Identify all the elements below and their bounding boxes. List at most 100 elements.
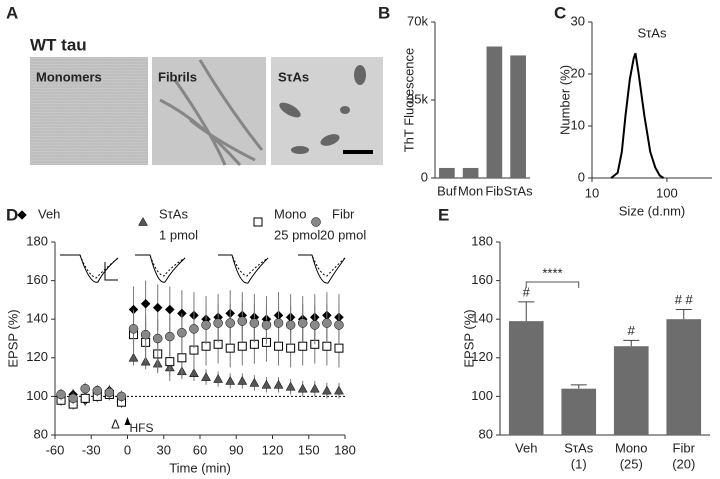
x-tick-sublabel: (1) — [571, 456, 587, 471]
marker — [140, 298, 151, 309]
x-tick-sublabel: (25) — [620, 456, 643, 471]
fibrils — [159, 59, 264, 166]
marker — [128, 324, 139, 334]
marker — [213, 318, 223, 328]
bar — [561, 388, 597, 435]
x-tick-label: Fibr — [673, 440, 696, 455]
panel-letter: D — [6, 205, 18, 224]
marker — [311, 217, 321, 227]
marker — [322, 318, 332, 328]
significance: # # — [675, 292, 694, 307]
y-tick-label: 35k — [407, 91, 428, 106]
x-tick-label: 150 — [298, 442, 320, 457]
bar — [613, 346, 649, 435]
legend-label: Fibr — [332, 206, 355, 221]
significance: # — [523, 284, 531, 299]
marker — [138, 216, 148, 226]
marker — [165, 357, 175, 367]
marker — [298, 341, 308, 351]
marker — [80, 383, 90, 394]
marker — [334, 343, 344, 353]
y-tick-label: 0 — [421, 169, 428, 184]
x-tick-label: Veh — [515, 440, 537, 455]
y-tick-label: 120 — [26, 349, 48, 364]
panel-letter: B — [378, 3, 390, 22]
bar — [486, 46, 503, 179]
significance: **** — [542, 265, 562, 280]
marker — [297, 383, 308, 393]
marker — [201, 320, 211, 330]
marker — [225, 318, 235, 328]
y-axis-label: EPSP (%) — [461, 309, 476, 367]
marker — [68, 393, 78, 404]
marker — [177, 327, 187, 338]
legend-label: Veh — [38, 206, 60, 221]
micrograph — [30, 57, 148, 165]
y-tick-label: 160 — [26, 272, 48, 287]
bar — [439, 167, 455, 178]
x-tick-label: SτAs — [504, 183, 533, 198]
x-tick-label: Buf — [437, 183, 457, 198]
scale-bar — [343, 150, 373, 154]
marker — [116, 391, 127, 402]
marker — [201, 372, 211, 381]
x-tick-label: 0 — [124, 442, 131, 457]
y-tick-label: 120 — [471, 349, 493, 364]
y-tick-label: 160 — [471, 272, 493, 287]
image-label: Monomers — [36, 69, 102, 84]
marker — [225, 375, 236, 385]
y-tick-label: 80 — [34, 426, 48, 441]
marker — [152, 302, 163, 313]
x-tick-label: Fib — [485, 183, 503, 198]
marker — [309, 383, 320, 393]
y-tick-label: 140 — [471, 311, 493, 326]
marker — [213, 374, 224, 383]
marker — [286, 343, 296, 353]
marker — [322, 341, 332, 351]
y-axis-label: Number (%) — [557, 65, 572, 135]
marker — [334, 320, 344, 330]
marker — [249, 318, 260, 328]
marker — [165, 331, 175, 342]
annotation: HFS — [130, 421, 154, 435]
legend-dose: 25 pmol — [274, 227, 320, 242]
marker — [189, 324, 199, 334]
x-tick-label: 90 — [229, 442, 243, 457]
bar — [508, 321, 544, 435]
marker — [80, 393, 90, 403]
legend-label: Mono — [274, 206, 307, 221]
bar — [462, 167, 479, 178]
x-tick-label: 120 — [262, 442, 284, 457]
x-tick-label: 60 — [193, 442, 207, 457]
marker — [237, 316, 248, 326]
marker — [310, 320, 320, 330]
image-label: SτAs — [278, 69, 309, 84]
marker — [297, 318, 308, 328]
legend-label: SτAs — [159, 206, 188, 221]
marker — [237, 375, 248, 385]
x-tick-label: 30 — [157, 442, 171, 457]
marker — [237, 341, 247, 351]
y-tick-label: 10 — [571, 117, 585, 132]
marker — [164, 304, 175, 315]
marker — [128, 352, 139, 362]
significance: # — [628, 323, 636, 338]
x-tick-label: Mono — [615, 440, 648, 455]
x-tick-label: 180 — [334, 442, 356, 457]
marker — [321, 385, 332, 395]
x-tick-sublabel: (20) — [672, 456, 695, 471]
marker — [273, 318, 284, 328]
panel-title: WT tau — [30, 35, 87, 54]
marker — [249, 377, 260, 387]
x-tick-label: SτAs — [564, 440, 593, 455]
bar — [666, 319, 702, 435]
marker — [177, 353, 187, 363]
hfs-arrow — [124, 417, 131, 425]
marker — [92, 385, 103, 396]
y-axis-label: ThT Fluorescence — [401, 48, 416, 153]
x-tick-label: -60 — [46, 442, 65, 457]
marker — [104, 387, 115, 398]
y-tick-label: 140 — [26, 311, 48, 326]
legend-dose: 20 pmol — [320, 227, 366, 242]
